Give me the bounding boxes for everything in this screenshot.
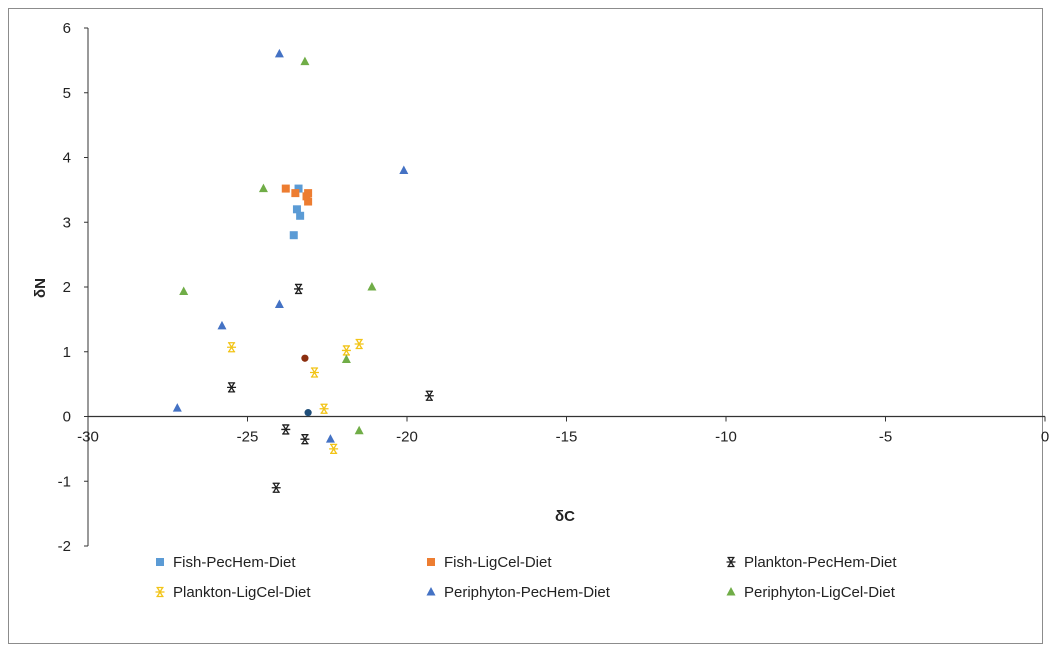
data-point bbox=[294, 284, 303, 293]
legend-marker bbox=[427, 558, 435, 566]
data-point bbox=[355, 426, 364, 435]
data-point bbox=[355, 339, 364, 348]
legend-marker bbox=[727, 558, 736, 567]
y-tick-label: 1 bbox=[63, 344, 71, 361]
legend-label: Periphyton-LigCel-Diet bbox=[744, 584, 896, 601]
marks-group bbox=[173, 49, 434, 492]
legend-label: Periphyton-PecHem-Diet bbox=[444, 584, 611, 601]
data-point bbox=[290, 231, 298, 239]
legend-marker bbox=[156, 558, 164, 566]
data-point bbox=[367, 282, 376, 291]
data-point bbox=[227, 343, 236, 352]
legend-label: Plankton-PecHem-Diet bbox=[744, 554, 897, 571]
x-axis-title: δC bbox=[555, 508, 575, 525]
y-tick-label: 5 bbox=[63, 85, 71, 102]
data-point bbox=[303, 192, 311, 200]
data-point bbox=[281, 425, 290, 434]
x-tick-label: -5 bbox=[879, 429, 892, 446]
data-point bbox=[173, 403, 182, 412]
data-point bbox=[342, 355, 351, 364]
legend-marker bbox=[427, 587, 436, 596]
data-point bbox=[296, 212, 304, 220]
data-point bbox=[310, 368, 319, 377]
data-point bbox=[305, 409, 312, 416]
x-tick-label: -25 bbox=[237, 429, 259, 446]
data-point bbox=[259, 184, 268, 193]
x-tick-label: 0 bbox=[1041, 429, 1049, 446]
x-tick-label: -20 bbox=[396, 429, 418, 446]
data-point bbox=[399, 165, 408, 174]
data-point bbox=[282, 185, 290, 193]
y-axis-title: δN bbox=[32, 278, 49, 298]
data-point bbox=[425, 391, 434, 400]
data-point bbox=[227, 383, 236, 392]
y-tick-label: 4 bbox=[63, 150, 71, 167]
legend-group: Fish-PecHem-Diet Fish-LigCel-Diet Plankton… bbox=[156, 554, 898, 601]
y-tick-label: 2 bbox=[63, 279, 71, 296]
legend-marker bbox=[156, 588, 165, 597]
legend-label: Fish-PecHem-Diet bbox=[173, 554, 296, 571]
y-tick-label: 0 bbox=[63, 409, 71, 426]
y-tick-label: 6 bbox=[63, 20, 71, 37]
data-point bbox=[320, 404, 329, 413]
x-tick-label: -30 bbox=[77, 429, 99, 446]
x-tick-label: -15 bbox=[556, 429, 578, 446]
data-point bbox=[300, 57, 309, 66]
data-point bbox=[300, 435, 309, 444]
data-point bbox=[275, 49, 284, 58]
data-point bbox=[179, 287, 188, 296]
y-tick-label: 3 bbox=[63, 214, 71, 231]
legend-label: Fish-LigCel-Diet bbox=[444, 554, 552, 571]
legend-label: Plankton-LigCel-Diet bbox=[173, 584, 311, 601]
data-point bbox=[301, 355, 308, 362]
data-point bbox=[291, 189, 299, 197]
data-point bbox=[217, 321, 226, 330]
data-point bbox=[275, 299, 284, 308]
y-tick-label: -2 bbox=[58, 538, 71, 555]
x-tick-label: -10 bbox=[715, 429, 737, 446]
data-point bbox=[329, 444, 338, 453]
data-point bbox=[326, 434, 335, 443]
data-point bbox=[342, 346, 351, 355]
y-tick-label: -1 bbox=[58, 473, 71, 490]
data-point bbox=[272, 483, 281, 492]
legend-marker bbox=[727, 587, 736, 596]
